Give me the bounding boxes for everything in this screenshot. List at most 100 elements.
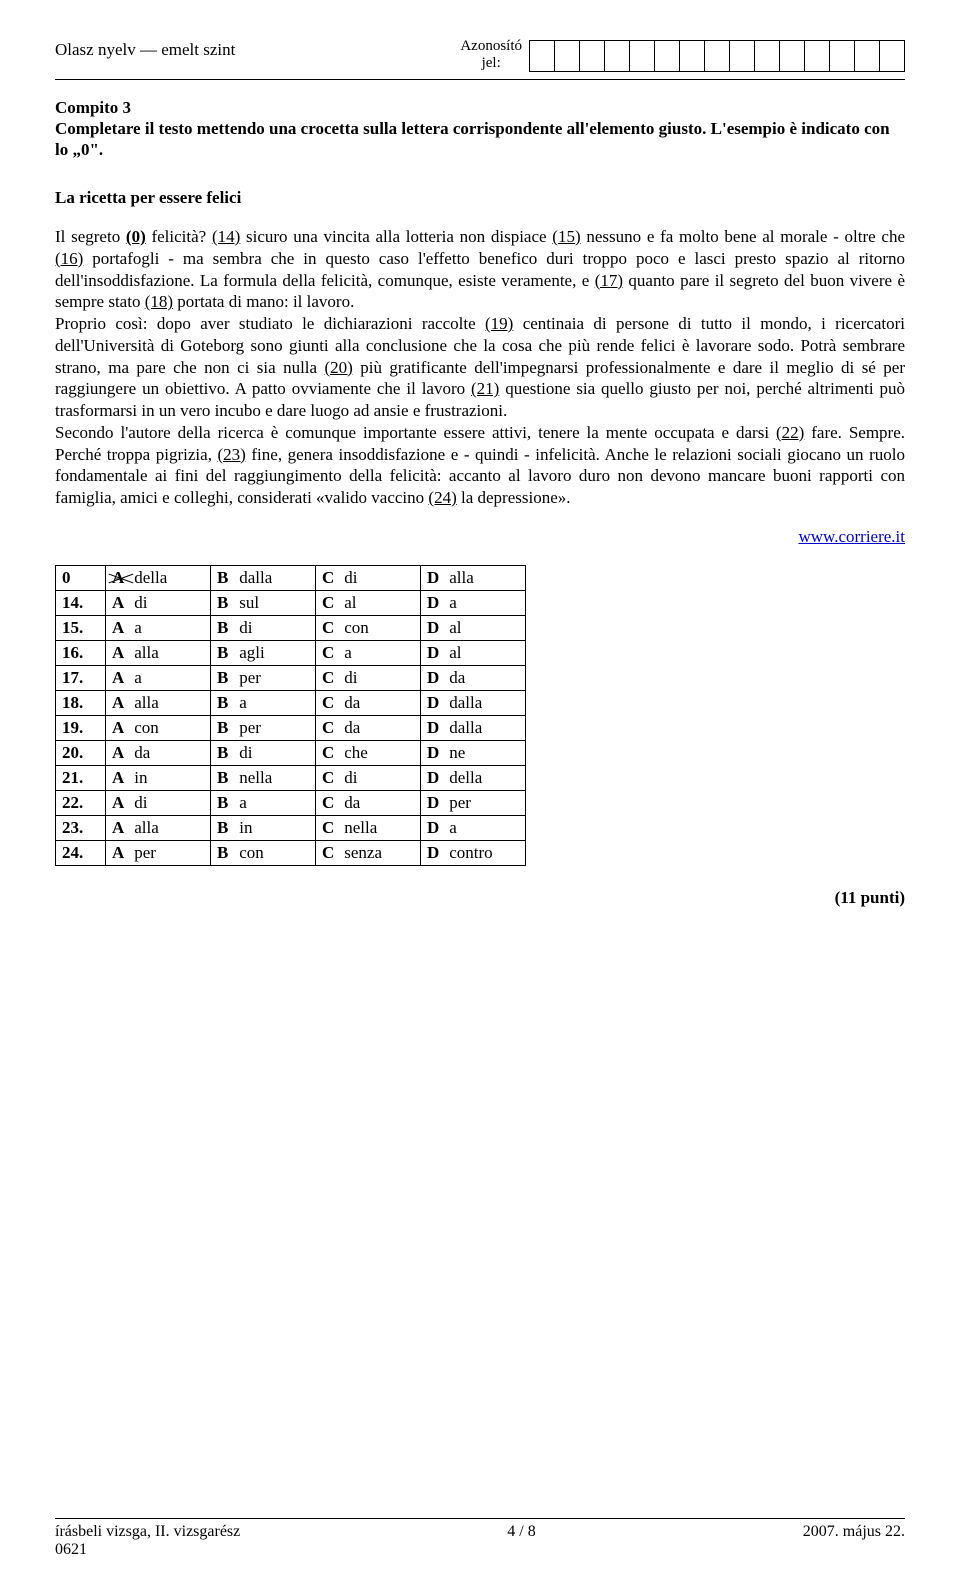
id-box[interactable] [629, 40, 655, 72]
option-cell[interactable]: B dalla [211, 565, 316, 590]
id-box[interactable] [829, 40, 855, 72]
option-cell[interactable]: D a [421, 815, 526, 840]
option-cell[interactable]: D per [421, 790, 526, 815]
option-cell[interactable]: B agli [211, 640, 316, 665]
option-text: nella [235, 768, 272, 787]
option-cell[interactable]: A della [106, 565, 211, 590]
points-label: (11 punti) [55, 888, 905, 908]
option-cell[interactable]: A in [106, 765, 211, 790]
id-box[interactable] [729, 40, 755, 72]
source-url[interactable]: www.corriere.it [798, 527, 905, 546]
id-box[interactable] [554, 40, 580, 72]
option-cell[interactable]: C a [316, 640, 421, 665]
option-cell[interactable]: B a [211, 690, 316, 715]
option-cell[interactable]: A da [106, 740, 211, 765]
option-cell[interactable]: D dalla [421, 715, 526, 740]
header-subject: Olasz nyelv — emelt szint [55, 40, 235, 60]
row-number: 19. [56, 715, 106, 740]
option-cell[interactable]: C da [316, 715, 421, 740]
option-cell[interactable]: B sul [211, 590, 316, 615]
option-cell[interactable]: C con [316, 615, 421, 640]
option-letter: C [322, 718, 340, 738]
option-cell[interactable]: D al [421, 615, 526, 640]
option-cell[interactable]: C che [316, 740, 421, 765]
option-cell[interactable]: A a [106, 615, 211, 640]
option-cell[interactable]: D della [421, 765, 526, 790]
option-cell[interactable]: B per [211, 665, 316, 690]
header-rule [55, 79, 905, 80]
example-cross-icon: A [112, 568, 130, 588]
answer-row: 19.A conB perC daD dalla [56, 715, 526, 740]
id-box[interactable] [654, 40, 680, 72]
footer-left: írásbeli vizsga, II. vizsgarész 0621 [55, 1523, 240, 1559]
option-letter: D [427, 718, 445, 738]
id-box[interactable] [704, 40, 730, 72]
option-letter: B [217, 618, 235, 638]
option-text: con [130, 718, 159, 737]
option-cell[interactable]: A alla [106, 690, 211, 715]
id-box[interactable] [804, 40, 830, 72]
option-text: alla [130, 818, 159, 837]
option-cell[interactable]: A per [106, 840, 211, 865]
answer-row: 20.A daB diC cheD ne [56, 740, 526, 765]
option-cell[interactable]: C di [316, 765, 421, 790]
option-cell[interactable]: D dalla [421, 690, 526, 715]
page-header: Olasz nyelv — emelt szint Azonosító jel: [55, 40, 905, 73]
row-number: 14. [56, 590, 106, 615]
answer-row: 18.A allaB aC daD dalla [56, 690, 526, 715]
option-cell[interactable]: B in [211, 815, 316, 840]
answer-row: 0A dellaB dallaC diD alla [56, 565, 526, 590]
option-cell[interactable]: A con [106, 715, 211, 740]
option-cell[interactable]: C senza [316, 840, 421, 865]
option-text: da [340, 718, 360, 737]
option-cell[interactable]: A a [106, 665, 211, 690]
option-cell[interactable]: B con [211, 840, 316, 865]
option-cell[interactable]: B nella [211, 765, 316, 790]
option-cell[interactable]: A di [106, 590, 211, 615]
option-cell[interactable]: C nella [316, 815, 421, 840]
option-text: di [130, 593, 147, 612]
option-letter: D [427, 743, 445, 763]
row-number: 23. [56, 815, 106, 840]
option-cell[interactable]: D al [421, 640, 526, 665]
row-number: 20. [56, 740, 106, 765]
option-cell[interactable]: B per [211, 715, 316, 740]
passage-title: La ricetta per essere felici [55, 188, 905, 208]
id-box[interactable] [779, 40, 805, 72]
option-text: senza [340, 843, 382, 862]
option-cell[interactable]: D ne [421, 740, 526, 765]
option-cell[interactable]: A alla [106, 815, 211, 840]
option-cell[interactable]: A alla [106, 640, 211, 665]
option-cell[interactable]: C da [316, 690, 421, 715]
option-cell[interactable]: D alla [421, 565, 526, 590]
option-cell[interactable]: B di [211, 615, 316, 640]
option-letter: B [217, 743, 235, 763]
option-cell[interactable]: C di [316, 665, 421, 690]
option-letter: A [112, 818, 130, 838]
option-cell[interactable]: C al [316, 590, 421, 615]
option-text: al [445, 618, 462, 637]
option-cell[interactable]: C di [316, 565, 421, 590]
option-cell[interactable]: A di [106, 790, 211, 815]
option-cell[interactable]: C da [316, 790, 421, 815]
option-cell[interactable]: D a [421, 590, 526, 615]
option-text: in [130, 768, 147, 787]
id-box[interactable] [579, 40, 605, 72]
option-text: a [235, 793, 247, 812]
option-cell[interactable]: D da [421, 665, 526, 690]
option-text: alla [130, 693, 159, 712]
option-cell[interactable]: D contro [421, 840, 526, 865]
option-cell[interactable]: B a [211, 790, 316, 815]
option-letter: C [322, 793, 340, 813]
id-box[interactable] [529, 40, 555, 72]
id-box[interactable] [854, 40, 880, 72]
option-letter: A [112, 793, 130, 813]
option-cell[interactable]: B di [211, 740, 316, 765]
option-letter: A [112, 618, 130, 638]
id-box[interactable] [754, 40, 780, 72]
option-text: della [445, 768, 482, 787]
id-box[interactable] [604, 40, 630, 72]
id-box[interactable] [679, 40, 705, 72]
answer-row: 23.A allaB inC nellaD a [56, 815, 526, 840]
id-box[interactable] [879, 40, 905, 72]
